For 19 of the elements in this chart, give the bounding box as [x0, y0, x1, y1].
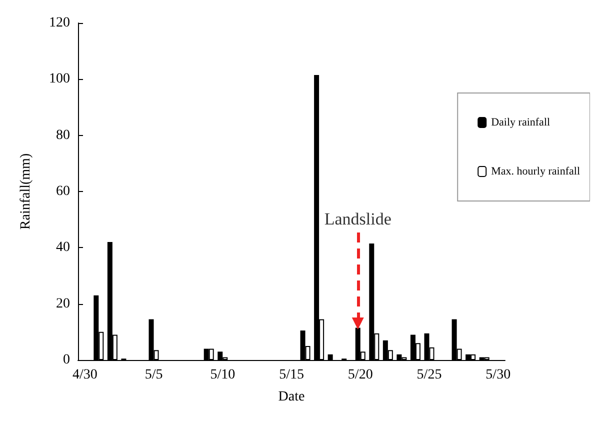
x-tick-label: 5/15	[279, 368, 304, 382]
x-tick-label: 5/20	[348, 368, 373, 382]
legend-label: Max. hourly rainfall	[491, 166, 580, 178]
y-tick-label: 0	[63, 352, 70, 368]
y-tick-label: 100	[49, 72, 70, 87]
x-tick-label: 4/30	[72, 368, 98, 382]
y-axis-title: Rainfall(mm)	[18, 153, 34, 230]
x-tick-label: 5/5	[144, 368, 163, 382]
annotation: Landslide	[324, 210, 392, 228]
legend-label: Daily rainfall	[491, 116, 550, 128]
x-tick-label: 5/25	[416, 368, 442, 382]
x-tick-label: 5/30	[486, 368, 511, 382]
y-tick-label: 60	[56, 184, 70, 199]
x-axis-title: Date	[278, 390, 305, 404]
x-tick-label: 5/10	[210, 368, 236, 382]
y-tick-label: 20	[56, 296, 70, 312]
y-tick-label: 40	[56, 240, 70, 256]
y-tick-label: 120	[49, 16, 70, 30]
y-tick-label: 80	[56, 128, 70, 143]
